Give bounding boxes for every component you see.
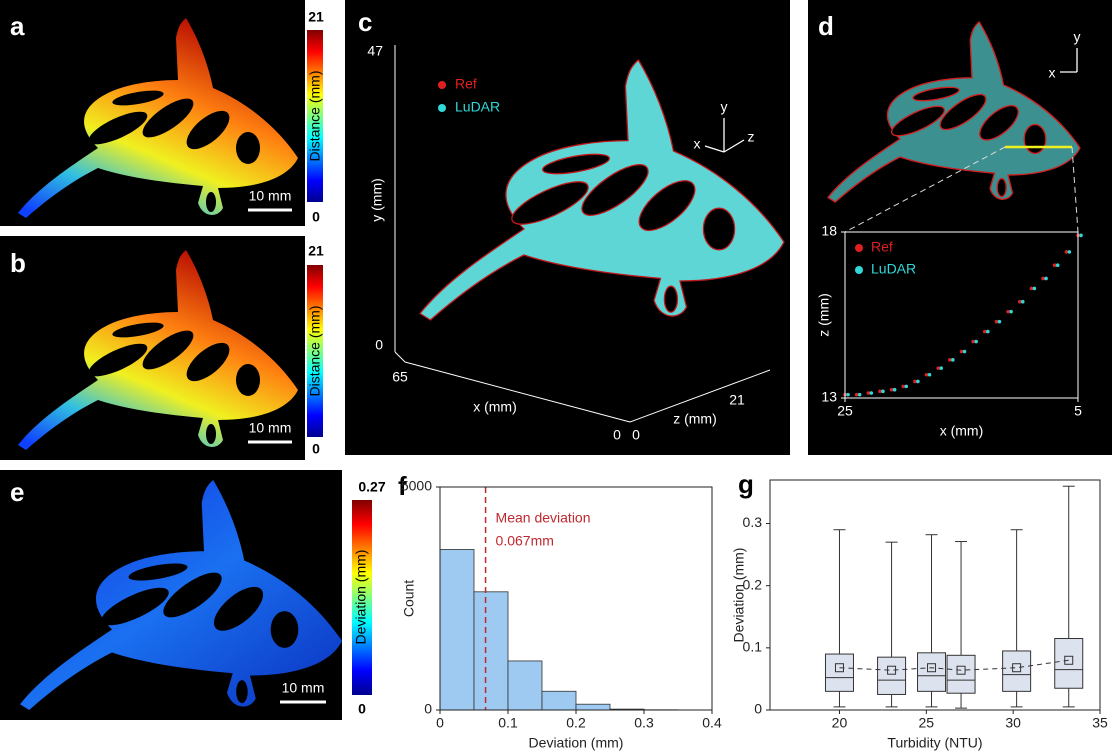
legend-label: Ref [455, 76, 477, 92]
legend-marker [438, 104, 446, 112]
colorbar-min: 0 [312, 209, 320, 225]
x-tick-label: 0.1 [498, 715, 518, 731]
x-tick-label: 35 [1092, 715, 1108, 731]
y-tick-label: 0.3 [743, 514, 763, 530]
axis-title: y (mm) [369, 178, 385, 222]
point [986, 330, 990, 334]
box [1055, 639, 1083, 689]
tick-label: 0 [375, 337, 383, 353]
point [1021, 300, 1025, 304]
scale-bar-label: 10 mm [249, 420, 292, 436]
y-tick-label: 0 [424, 701, 432, 717]
bar [440, 549, 474, 710]
panel-label: g [738, 469, 754, 499]
triad-label: z [748, 129, 755, 145]
point [1033, 287, 1037, 291]
x-tick-label: 20 [832, 715, 848, 731]
axis-title: x (mm) [473, 399, 517, 415]
legend-label: LuDAR [871, 261, 916, 277]
legend-marker [855, 266, 863, 274]
bar [474, 592, 508, 710]
colorbar-min: 0 [312, 441, 320, 457]
triad-label: x [1049, 65, 1056, 81]
point [904, 385, 908, 389]
y-tick-label: 13 [821, 389, 837, 405]
point [881, 390, 885, 394]
box [1003, 651, 1031, 691]
bar [576, 704, 610, 710]
tick-label: 47 [367, 43, 383, 59]
x-axis-title: x (mm) [940, 423, 984, 439]
annotation: Mean deviation [496, 510, 591, 526]
colorbar-max: 0.27 [358, 479, 385, 495]
colorbar-title: Deviation (mm) [353, 550, 369, 645]
point [1068, 250, 1072, 254]
point [870, 391, 874, 395]
y-axis-title: Deviation (mm) [731, 548, 747, 643]
y-axis-title: Count [401, 580, 417, 617]
x-tick-label: 25 [919, 715, 935, 731]
x-tick-label: 25 [837, 403, 853, 419]
bar [508, 661, 542, 710]
triad-label: x [694, 136, 701, 152]
point [1079, 234, 1083, 238]
x-axis-title: Deviation (mm) [529, 735, 624, 751]
panel-label: b [10, 248, 26, 278]
panel-label: e [10, 477, 24, 507]
x-tick-label: 0.3 [634, 715, 654, 731]
point [1009, 310, 1013, 314]
point [858, 393, 862, 397]
y-axis-title: z (mm) [816, 293, 832, 337]
x-tick-label: 0.2 [566, 715, 586, 731]
legend-label: Ref [871, 239, 893, 255]
panel-label: a [10, 11, 25, 41]
triad-label: y [721, 99, 728, 115]
point [893, 388, 897, 392]
colorbar-title: Distance (mm) [307, 305, 323, 396]
colorbar-title: Distance (mm) [307, 70, 323, 161]
tick-label: 0 [613, 427, 621, 443]
figure: a 21 0 Distance (mm) 10 mm b 21 0 Distan… [0, 0, 1112, 753]
point [998, 320, 1002, 324]
legend-label: LuDAR [455, 99, 500, 115]
point [1044, 277, 1048, 281]
tick-label: 0 [632, 427, 640, 443]
annotation: 0.067mm [496, 533, 554, 549]
point [939, 366, 943, 370]
box [825, 654, 853, 691]
point [1056, 263, 1060, 267]
legend-marker [855, 244, 863, 252]
x-tick-label: 30 [1005, 715, 1021, 731]
panel-label: d [818, 11, 834, 41]
x-tick-label: 5 [1074, 403, 1082, 419]
tick-label: 21 [729, 392, 745, 408]
colorbar-min: 0 [358, 701, 366, 717]
y-tick-label: 18 [821, 223, 837, 239]
point [963, 350, 967, 354]
box [878, 657, 906, 694]
point [951, 358, 955, 362]
y-tick-label: 5000 [401, 478, 432, 494]
scale-bar-label: 10 mm [249, 188, 292, 204]
axis-title: z (mm) [673, 411, 717, 427]
y-tick-label: 0 [754, 701, 762, 717]
colorbar-max: 21 [308, 9, 324, 25]
point [974, 340, 978, 344]
point [928, 373, 932, 377]
scale-bar-label: 10 mm [282, 680, 325, 696]
triad-label: y [1074, 29, 1081, 45]
colorbar-max: 21 [308, 243, 324, 259]
x-axis-title: Turbidity (NTU) [887, 735, 982, 751]
legend-marker [438, 81, 446, 89]
bar [542, 691, 576, 710]
point [846, 393, 850, 397]
x-tick-label: 0.4 [702, 715, 722, 731]
point [916, 380, 920, 384]
tick-label: 65 [392, 369, 408, 385]
panel-label: c [358, 7, 372, 37]
x-tick-label: 0 [436, 715, 444, 731]
